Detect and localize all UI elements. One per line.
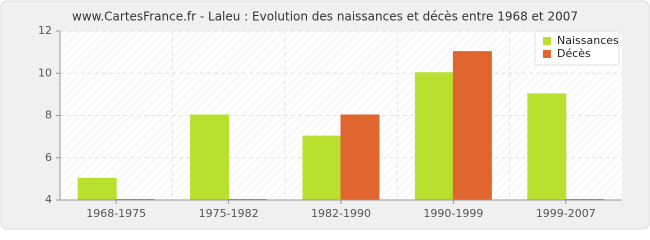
- x-tick-label: 1968-1975: [86, 207, 146, 220]
- chart-title: www.CartesFrance.fr - Laleu : Evolution …: [72, 10, 578, 24]
- y-tick-label: 4: [45, 193, 52, 206]
- bar: [302, 135, 342, 201]
- chart: www.CartesFrance.fr - Laleu : Evolution …: [0, 0, 650, 230]
- legend-box: [534, 30, 620, 66]
- bar: [527, 93, 567, 201]
- y-tick-label: 6: [45, 151, 52, 164]
- y-tick-label: 8: [45, 109, 52, 122]
- y-tick-label: 10: [38, 66, 52, 79]
- x-tick-label: 1999-2007: [536, 207, 596, 220]
- x-tick-label: 1982-1990: [311, 207, 371, 220]
- bar: [190, 114, 230, 201]
- y-tick-label: 12: [38, 24, 52, 37]
- bar: [340, 114, 380, 201]
- bar: [452, 51, 492, 201]
- bar: [77, 177, 117, 201]
- legend-swatch: [543, 37, 551, 45]
- legend-label: Décès: [557, 47, 591, 60]
- x-tick-label: 1990-1999: [423, 207, 483, 220]
- bar: [414, 72, 454, 201]
- legend-swatch: [543, 50, 551, 58]
- legend-label: Naissances: [557, 34, 619, 47]
- x-tick-label: 1975-1982: [199, 207, 259, 220]
